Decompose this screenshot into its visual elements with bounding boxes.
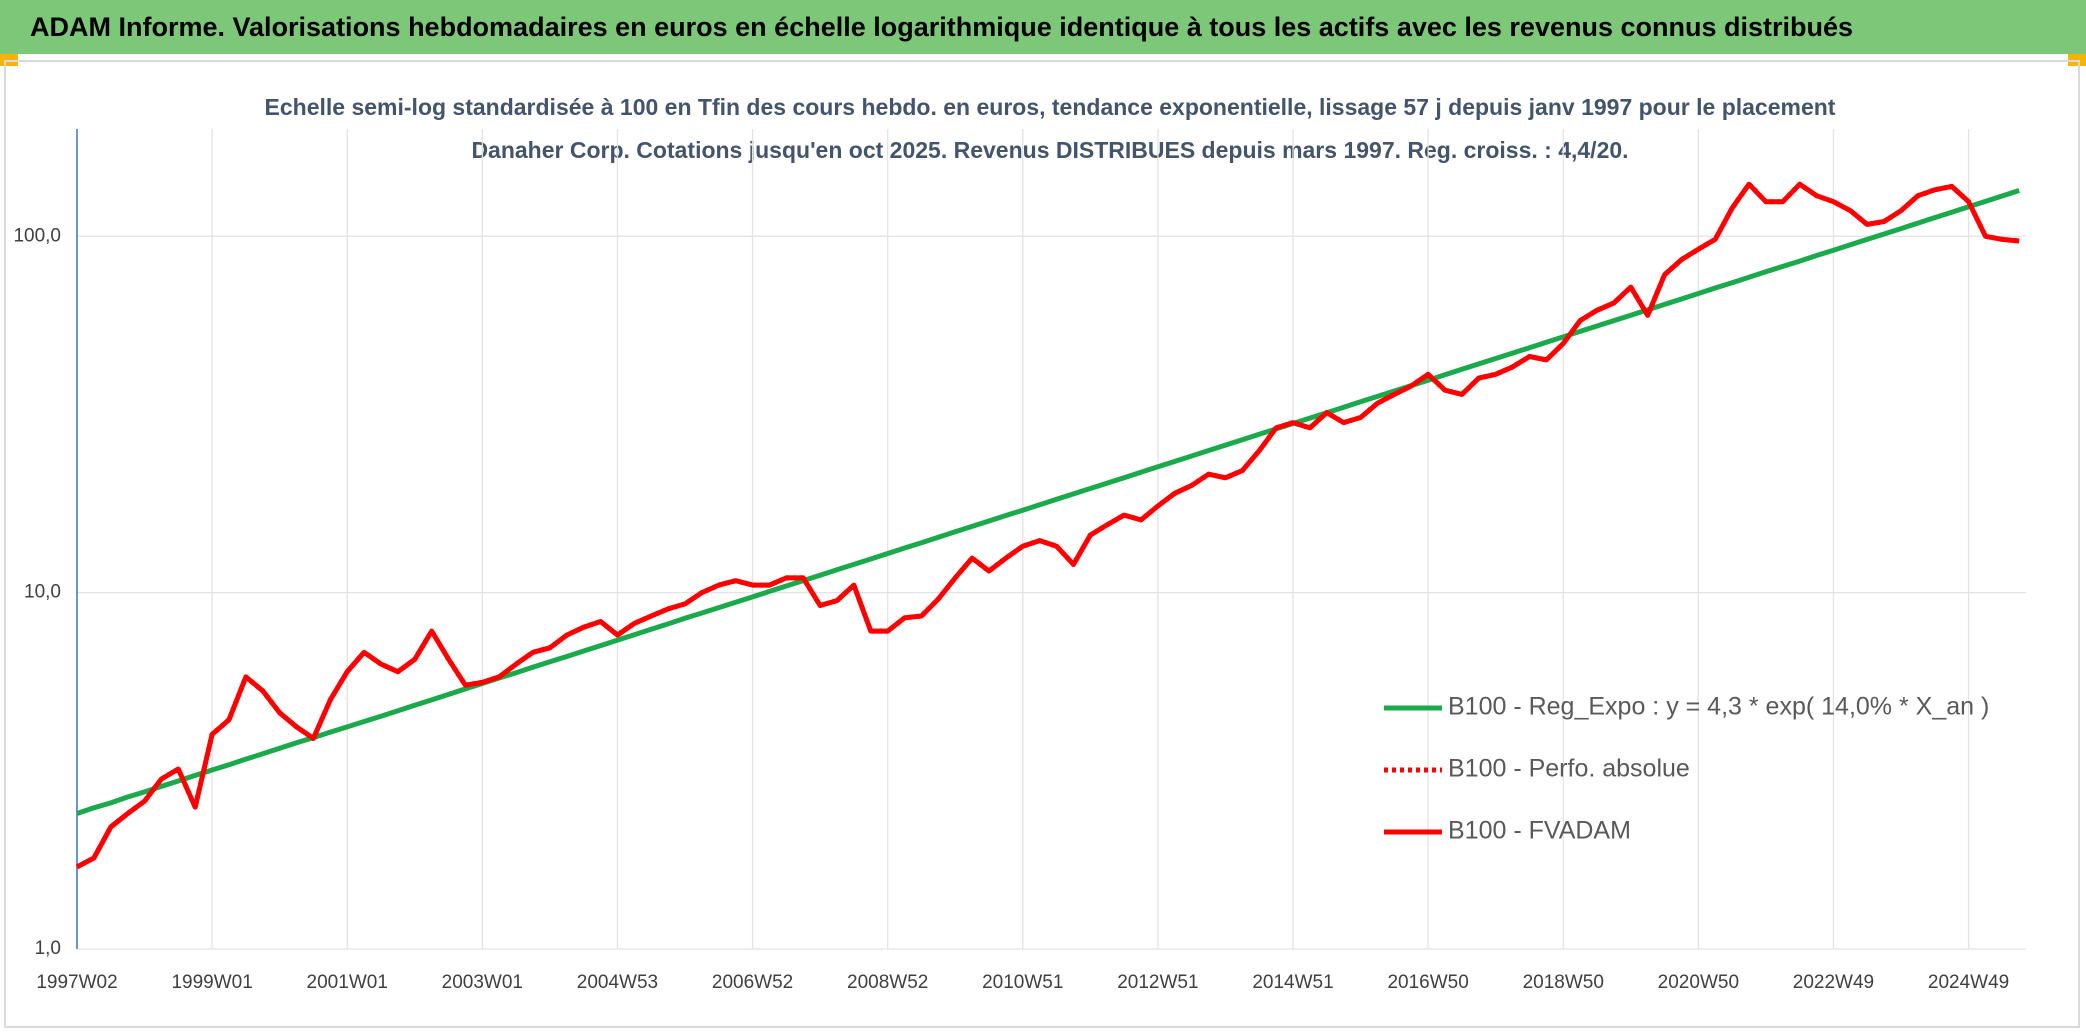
x-tick-label: 2016W50: [1387, 972, 1468, 993]
header: ADAM Informe. Valorisations hebdomadaire…: [0, 0, 2086, 54]
chart-title: Echelle semi-log standardisée à 100 en T…: [264, 94, 1836, 163]
x-tick-label: 2008W52: [847, 972, 928, 993]
x-tick-label: 2010W51: [982, 972, 1063, 993]
x-tick-label: 2001W01: [307, 972, 388, 993]
x-tick-label: 2014W51: [1252, 972, 1333, 993]
x-tick-label: 1999W01: [171, 972, 252, 993]
x-tick-label: 1997W02: [36, 972, 117, 993]
x-tick-label: 2018W50: [1523, 972, 1604, 993]
series-line: [76, 188, 2020, 816]
x-tick-label: 2024W49: [1928, 972, 2009, 993]
x-tick-label: 2020W50: [1658, 972, 1739, 993]
x-tick-label: 2012W51: [1117, 972, 1198, 993]
x-tick-label: 2003W01: [442, 972, 523, 993]
frame: [4, 60, 2080, 1028]
y-tick-label: 1,0: [35, 938, 61, 959]
x-tick-label: 2022W49: [1793, 972, 1874, 993]
series-line: [75, 181, 2020, 870]
x-tick-label: 2006W52: [712, 972, 793, 993]
x-tick-label: 2004W53: [577, 972, 658, 993]
y-tick-label: 10,0: [24, 582, 61, 603]
legend-label: B100 - Perfo. absolue: [1448, 755, 1690, 783]
y-tick-label: 100,0: [13, 225, 61, 246]
legend-label: B100 - Reg_Expo : y = 4,3 * exp( 14,0% *…: [1448, 693, 1989, 721]
legend-label: B100 - FVADAM: [1448, 817, 1631, 845]
